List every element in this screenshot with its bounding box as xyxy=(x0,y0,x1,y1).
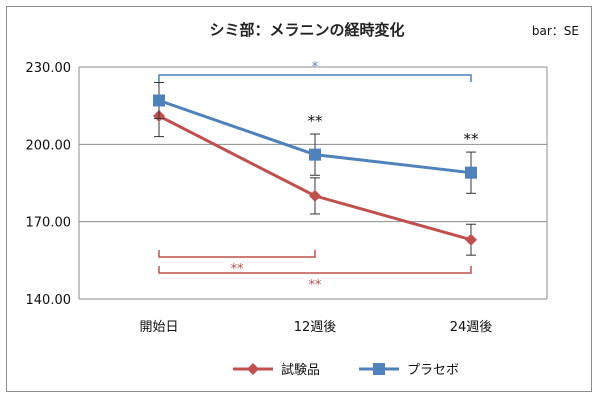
bracket-label: ** xyxy=(309,278,323,293)
legend-label: プラセボ xyxy=(407,363,459,378)
y-tick-label: 200.00 xyxy=(26,138,72,153)
significance-bracket xyxy=(158,250,316,258)
data-point xyxy=(153,94,165,107)
error-bar-note: bar：SE xyxy=(532,24,579,38)
data-point xyxy=(309,148,321,161)
x-tick-label: 12週後 xyxy=(294,320,337,335)
x-tick-label: 開始日 xyxy=(139,320,178,335)
significance-mark: ** xyxy=(464,130,480,148)
chart-svg: シミ部：メラニンの経時変化 bar：SE 140.00 170.00 200.00 2… xyxy=(26,21,580,378)
chart-frame: シミ部：メラニンの経時変化 bar：SE 140.00 170.00 200.00 2… xyxy=(6,6,592,392)
y-tick-label: 140.00 xyxy=(26,293,72,308)
bracket-label: ** xyxy=(231,262,245,277)
chart-title: シミ部：メラニンの経時変化 xyxy=(209,21,404,39)
legend: 試験品 プラセボ xyxy=(233,362,459,378)
data-point xyxy=(465,233,477,246)
legend-marker xyxy=(247,363,259,375)
y-tick-label: 170.00 xyxy=(26,216,72,231)
x-tick-label: 24週後 xyxy=(450,320,493,335)
legend-label: 試験品 xyxy=(281,362,320,378)
data-point xyxy=(465,166,477,179)
bracket-label: * xyxy=(312,60,319,75)
data-point xyxy=(309,189,321,202)
legend-marker xyxy=(373,363,385,375)
y-tick-label: 230.00 xyxy=(26,61,72,76)
significance-bracket xyxy=(158,74,472,82)
significance-mark: ** xyxy=(308,112,324,130)
significance-bracket xyxy=(158,266,472,274)
